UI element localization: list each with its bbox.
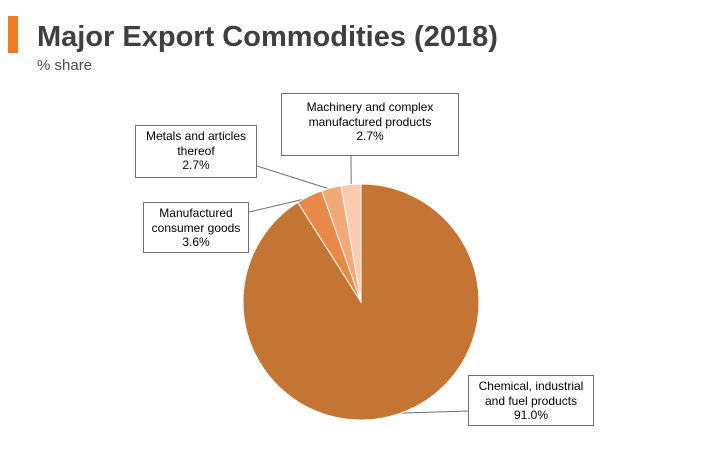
slice-label-line: Chemical, industrial: [478, 379, 584, 393]
slice-label-line: Metals and articles: [145, 129, 247, 143]
slice-label-line: consumer goods: [151, 220, 241, 235]
slice-label-chemical: Chemical, industrial and fuel products 9…: [468, 375, 594, 426]
slice-value-label: 2.7%: [182, 158, 210, 172]
chart-subtitle: % share: [37, 57, 93, 74]
slice-value-label: 91.0%: [513, 408, 549, 422]
title-accent-bar: [8, 16, 18, 53]
slice-label-line: Machinery and complex: [306, 100, 434, 114]
slice-label-machinery: Machinery and complex manufactured produ…: [281, 93, 459, 156]
leader-line: [256, 165, 332, 191]
slice-label-consumer-goods: Manufactured consumer goods 3.6%: [143, 202, 249, 253]
slice-label-line: Manufactured: [159, 206, 233, 220]
slice-label-line: manufactured products: [308, 114, 432, 129]
slice-label-line: thereof: [177, 143, 215, 158]
slice-value-label: 2.7%: [356, 129, 384, 143]
leader-lines: [248, 155, 469, 414]
leader-line: [393, 410, 469, 414]
slice-label-metals: Metals and articles thereof 2.7%: [135, 125, 257, 178]
slice-label-line: and fuel products: [484, 393, 578, 408]
leader-line: [248, 197, 311, 213]
pie-slice-machinery: [340, 183, 362, 303]
slice-value-label: 3.6%: [182, 235, 210, 249]
pie-slices: [242, 183, 480, 421]
page-title: Major Export Commodities (2018): [37, 21, 498, 53]
